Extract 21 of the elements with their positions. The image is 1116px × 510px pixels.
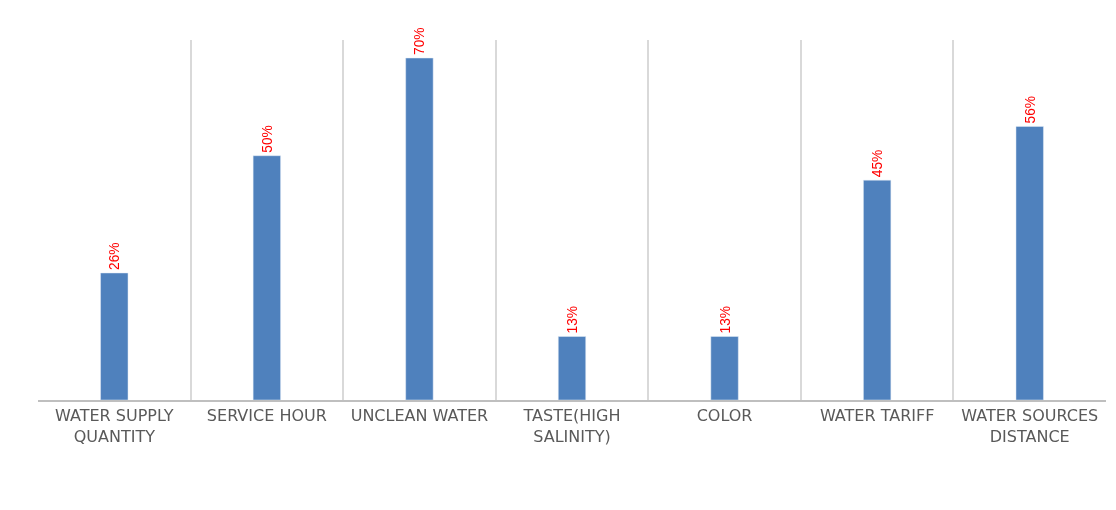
data-label: 26% <box>107 242 123 270</box>
x-tick-label: WATER TARIFF <box>819 405 935 425</box>
bar <box>863 179 892 400</box>
bar <box>252 155 281 400</box>
bar <box>710 336 739 400</box>
data-label: 56% <box>1022 95 1038 124</box>
bar <box>1015 126 1044 400</box>
data-label: 13% <box>565 306 581 334</box>
x-tick-label: SERVICE HOUR <box>206 405 327 425</box>
bar <box>558 336 586 400</box>
data-label: 45% <box>870 149 886 178</box>
bar <box>100 272 129 400</box>
x-tick-label: UNCLEAN WATER <box>350 405 489 425</box>
x-tick-label: WATER SOURCES DISTANCE <box>961 405 1099 446</box>
bar <box>405 57 434 400</box>
x-tick-label: TASTE(HIGH SALINITY) <box>522 405 621 446</box>
data-label: 50% <box>259 125 275 153</box>
x-tick-label: COLOR <box>696 405 753 425</box>
x-tick-label: WATER SUPPLY QUANTITY <box>55 405 174 446</box>
data-label: 13% <box>717 306 733 334</box>
data-label: 70% <box>412 27 428 55</box>
